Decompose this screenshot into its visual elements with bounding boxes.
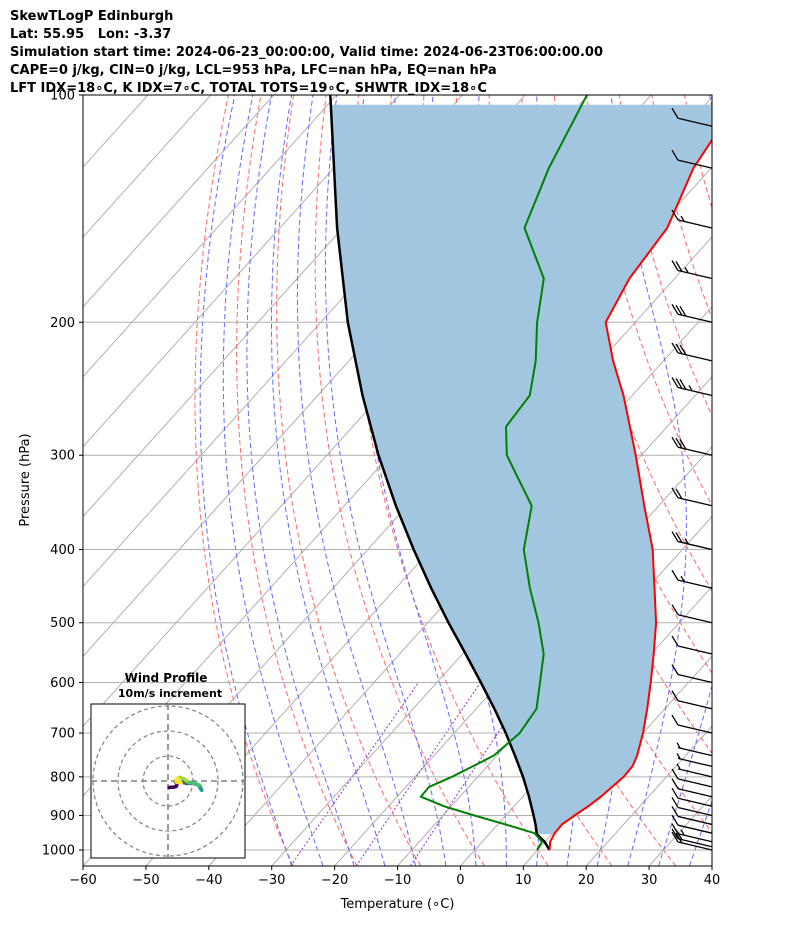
wind-barb bbox=[671, 149, 713, 169]
wind-barb bbox=[671, 714, 713, 734]
moist-adiabat-line bbox=[688, 799, 712, 866]
isotherm-line bbox=[334, 445, 712, 866]
x-tick-label: 0 bbox=[456, 873, 464, 888]
x-tick-label: −50 bbox=[132, 873, 159, 888]
wind-barb bbox=[676, 742, 713, 757]
wind-barb bbox=[671, 342, 713, 362]
dewpoint-line bbox=[419, 95, 588, 851]
location-line: Lat: 55.95 Lon: -3.37 bbox=[10, 27, 172, 42]
dry-adiabat-line bbox=[782, 95, 794, 866]
wind-barb bbox=[671, 787, 713, 807]
y-tick-label: 900 bbox=[50, 809, 75, 824]
x-tick-label: 20 bbox=[578, 873, 595, 888]
y-tick-label: 500 bbox=[50, 616, 75, 631]
y-tick-label: 1000 bbox=[42, 844, 75, 859]
wind-barb bbox=[671, 303, 713, 323]
y-tick-label: 600 bbox=[50, 676, 75, 691]
cape-line: CAPE=0 j/kg, CIN=0 j/kg, LCL=953 hPa, LF… bbox=[10, 63, 497, 78]
moist-adiabat-line bbox=[199, 95, 293, 866]
hodograph-ring bbox=[117, 730, 219, 832]
wind-barb bbox=[671, 260, 713, 280]
x-axis-label: Temperature (∘C) bbox=[340, 897, 455, 912]
wind-barb bbox=[671, 209, 713, 229]
wind-barb bbox=[671, 690, 713, 710]
moist-adiabat-line bbox=[246, 95, 355, 866]
wind-barb bbox=[671, 569, 713, 589]
y-axis-label: Pressure (hPa) bbox=[18, 433, 33, 526]
isotherm-line bbox=[83, 95, 337, 378]
x-tick-label: −60 bbox=[69, 873, 96, 888]
wind-barb bbox=[671, 797, 713, 817]
moist-adiabat-line bbox=[296, 95, 416, 866]
wind-barb bbox=[671, 531, 713, 551]
hodograph-inset: Wind Profile 10m/s increment bbox=[90, 671, 246, 859]
dry-adiabat-line bbox=[194, 95, 294, 866]
y-tick-label: 800 bbox=[50, 770, 75, 785]
time-line: Simulation start time: 2024-06-23_00:00:… bbox=[10, 45, 603, 60]
dry-adiabat-line bbox=[586, 95, 712, 507]
parcel-shading bbox=[330, 104, 712, 835]
y-tick-label: 200 bbox=[50, 316, 75, 331]
x-tick-label: −30 bbox=[258, 873, 285, 888]
dry-adiabat-line bbox=[236, 95, 358, 866]
x-tick-label: 30 bbox=[641, 873, 658, 888]
moist-adiabat-line bbox=[610, 95, 687, 866]
temperature-line bbox=[548, 138, 712, 851]
x-tick-label: 40 bbox=[704, 873, 721, 888]
x-tick-label: −40 bbox=[195, 873, 222, 888]
wind-barb bbox=[671, 831, 713, 851]
wind-barb bbox=[671, 635, 713, 655]
y-tick-label: 100 bbox=[50, 89, 75, 104]
wind-barb bbox=[671, 664, 713, 684]
mixing-ratio-line bbox=[290, 682, 419, 866]
x-tick-label: −10 bbox=[384, 873, 411, 888]
isotherm-line bbox=[585, 725, 712, 866]
dry-adiabat-line bbox=[717, 95, 794, 866]
dry-adiabat-line bbox=[314, 95, 485, 866]
dry-adiabat-line bbox=[684, 95, 712, 210]
moist-adiabat-line bbox=[325, 95, 447, 866]
moist-adiabat-line bbox=[222, 95, 324, 866]
parcel-line bbox=[329, 95, 551, 851]
dry-adiabat-line bbox=[750, 95, 794, 866]
mixing-ratio-line bbox=[355, 682, 481, 866]
wind-barb bbox=[676, 763, 713, 778]
chart-title: SkewTLogP Edinburgh bbox=[10, 9, 174, 24]
y-tick-label: 300 bbox=[50, 449, 75, 464]
wind-barb bbox=[671, 487, 713, 507]
wind-barb bbox=[671, 814, 713, 834]
wind-barb bbox=[671, 806, 713, 826]
x-tick-label: 10 bbox=[515, 873, 532, 888]
y-tick-label: 400 bbox=[50, 543, 75, 558]
wind-barb bbox=[671, 377, 713, 397]
wind-barb bbox=[671, 604, 713, 624]
isotherm-line bbox=[711, 865, 712, 866]
wind-barb bbox=[671, 768, 713, 788]
wind-barb bbox=[671, 107, 713, 127]
wind-barb bbox=[671, 436, 713, 456]
hodograph-segment bbox=[176, 780, 183, 785]
hodograph-subtitle: 10m/s increment bbox=[118, 687, 222, 700]
isotherm-line bbox=[775, 95, 794, 866]
moist-adiabat-line bbox=[271, 95, 386, 866]
isotherm-line bbox=[83, 95, 400, 448]
x-tick-label: −20 bbox=[321, 873, 348, 888]
isotherm-line bbox=[83, 95, 212, 238]
moist-adiabat-line bbox=[720, 95, 794, 866]
wind-barb bbox=[671, 778, 713, 798]
isotherm-line bbox=[83, 95, 275, 308]
wind-barb bbox=[671, 823, 713, 843]
chart-header: SkewTLogP Edinburgh Lat: 55.95 Lon: -3.3… bbox=[10, 8, 603, 98]
indices-line: LFT IDX=18∘C, K IDX=7∘C, TOTAL TOTS=19∘C… bbox=[10, 81, 487, 96]
wind-barb bbox=[676, 753, 713, 768]
y-tick-label: 700 bbox=[50, 727, 75, 742]
hodograph-title: Wind Profile bbox=[125, 671, 208, 685]
